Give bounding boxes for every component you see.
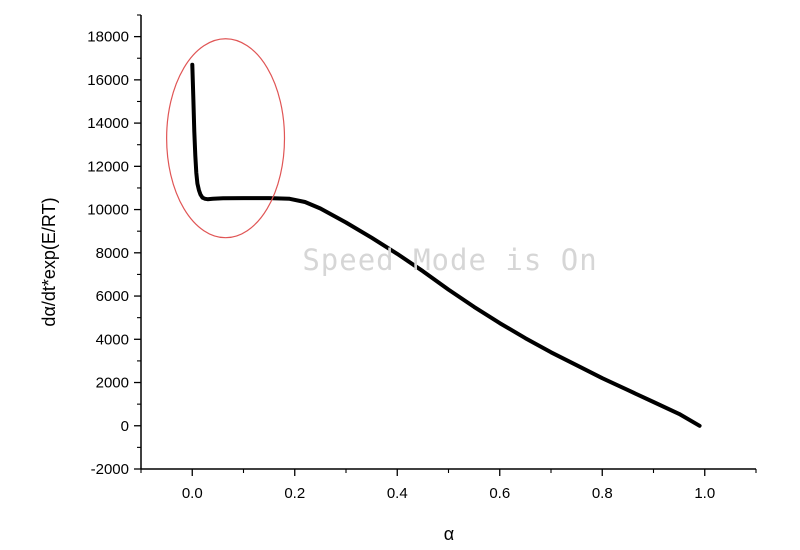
y-tick-label: 8000	[96, 245, 129, 262]
y-tick-label: 12000	[87, 158, 129, 175]
axes	[140, 15, 756, 470]
x-tick-label: 0.8	[592, 485, 613, 502]
highlight-ellipse	[166, 38, 286, 239]
y-tick-label: 2000	[96, 375, 129, 392]
annotations	[166, 38, 286, 239]
y-tick-label: 10000	[87, 202, 129, 219]
y-tick-label: 0	[121, 418, 129, 435]
series	[190, 62, 702, 428]
x-tick-label: 1.0	[694, 485, 715, 502]
y-axis-label: dα/dt*exp(E/RT)	[39, 197, 59, 326]
y-tick-label: 14000	[87, 115, 129, 132]
y-tick-label: 4000	[96, 331, 129, 348]
watermark-text: Speed Mode is On	[302, 243, 597, 277]
series-line	[190, 62, 702, 428]
x-tick-label: 0.2	[284, 485, 305, 502]
ticks: 0.0 0.2 0.4 0.6 0.8 1.0 -2000 0 2000 4000 6000 8000…	[87, 14, 757, 502]
y-tick-label: 16000	[87, 72, 129, 89]
x-tick-label: 0.4	[387, 485, 408, 502]
y-tick-label: 18000	[87, 29, 129, 46]
y-tick-label: -2000	[91, 461, 129, 478]
x-tick-label: 0.0	[182, 485, 203, 502]
x-axis-label: α	[444, 524, 454, 544]
y-tick-label: 6000	[96, 288, 129, 305]
x-tick-label: 0.6	[489, 485, 510, 502]
